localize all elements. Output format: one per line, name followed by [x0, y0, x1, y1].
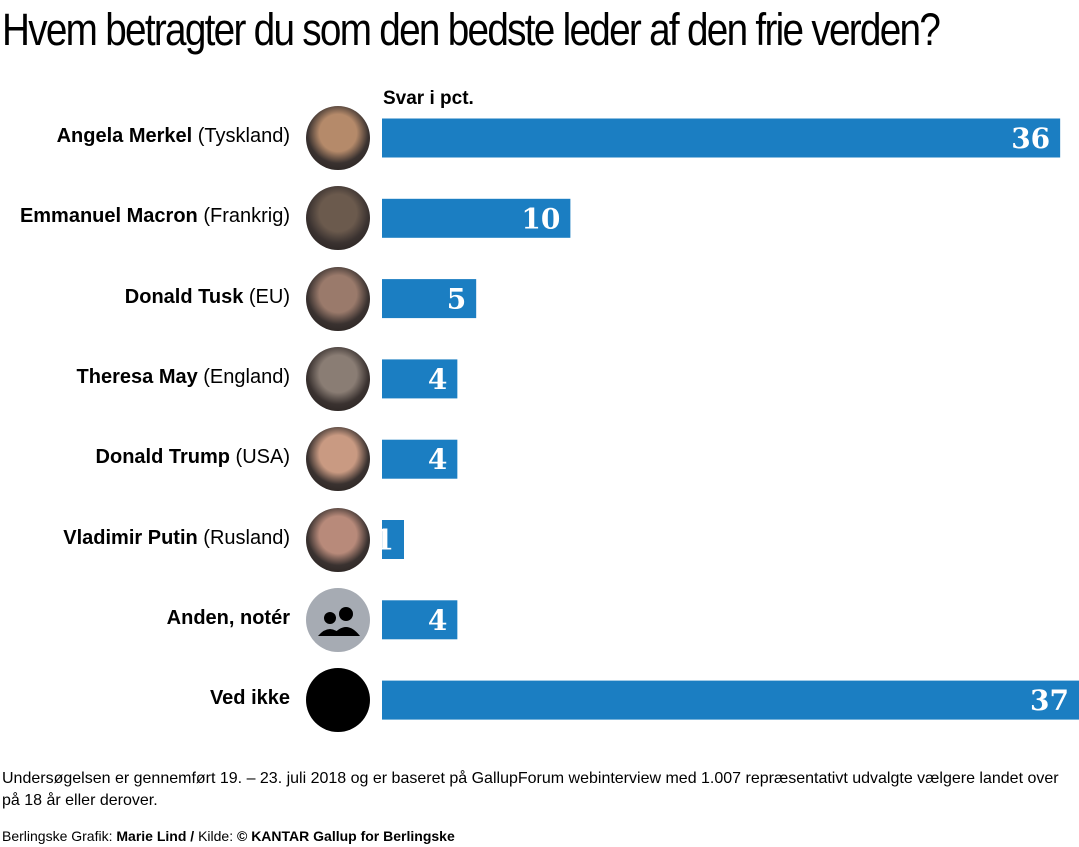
bar-value-label: 1 — [375, 524, 394, 557]
bar — [382, 520, 404, 559]
bar — [382, 680, 1079, 720]
bar-value-label: 10 — [521, 202, 560, 235]
credit-author: Marie Lind — [116, 828, 187, 844]
row-label: Anden, notér — [167, 607, 290, 630]
row-country: (Tyskland) — [192, 125, 290, 147]
row-name: Donald Tusk — [124, 285, 244, 308]
row-label: Ved ikke — [210, 687, 290, 710]
row-country: (USA) — [230, 446, 290, 469]
row-label: Donald Trump (USA) — [96, 446, 290, 469]
row-name: Donald Trump — [95, 446, 230, 469]
photo-icon — [306, 106, 370, 170]
credit-source-prefix: Kilde: — [198, 828, 237, 844]
bar-value-label: 4 — [428, 604, 447, 637]
bar-value-label: 36 — [1011, 122, 1050, 155]
bar-value-label: 4 — [428, 443, 447, 476]
unit-label: Svar i pct. — [383, 88, 474, 109]
credit-line: Berlingske Grafik: Marie Lind / Kilde: ©… — [2, 828, 455, 844]
bar — [382, 198, 571, 238]
row-name: Emmanuel Macron — [19, 205, 198, 228]
bar-value-label: 37 — [1030, 684, 1069, 717]
dot-icon — [306, 668, 370, 733]
bar — [382, 118, 1061, 158]
row-name: Theresa May — [76, 365, 198, 388]
photo-icon — [306, 427, 370, 492]
bar — [382, 359, 458, 399]
row-label: Angela Merkel (Tyskland) — [57, 125, 290, 148]
credit-source: © KANTAR Gallup for Berlingske — [236, 828, 455, 844]
photo-icon — [306, 266, 370, 331]
photo-icon — [306, 186, 370, 251]
bar — [382, 439, 458, 479]
photo-icon — [306, 346, 370, 411]
row-label: Donald Tusk (EU) — [125, 286, 290, 309]
row-name: Vladimir Putin — [63, 526, 198, 549]
row-name: Anden, notér — [166, 606, 290, 629]
chart-title: Hvem betragter du som den bedste leder a… — [2, 4, 941, 55]
row-country: (Frankrig) — [197, 205, 290, 228]
row-label: Vladimir Putin (Rusland) — [63, 527, 290, 550]
people-icon — [306, 587, 370, 652]
bar-value-label: 5 — [447, 283, 466, 316]
photo-icon — [306, 507, 370, 572]
row-label: Theresa May (England) — [77, 366, 290, 389]
row-name: Angela Merkel — [56, 125, 193, 147]
row-country: (Rusland) — [197, 526, 290, 549]
credit-separator: / — [186, 828, 199, 844]
row-country: (England) — [197, 365, 290, 388]
bar-chart: 36 10 5 4 4 1 4 37 — [375, 118, 1079, 720]
bar-value-label: 4 — [428, 363, 447, 396]
row-label: Emmanuel Macron (Frankrig) — [20, 205, 290, 228]
bar — [382, 600, 458, 640]
bar — [382, 279, 477, 319]
credit-prefix: Berlingske Grafik: — [2, 828, 117, 844]
footnote: Undersøgelsen er gennemført 19. – 23. ju… — [2, 770, 1059, 809]
row-name: Ved ikke — [209, 687, 290, 710]
row-country: (EU) — [243, 285, 290, 308]
